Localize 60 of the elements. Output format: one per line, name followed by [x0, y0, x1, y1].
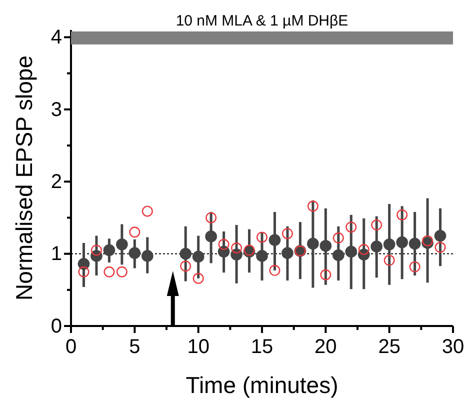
- point: [434, 242, 446, 253]
- point: [268, 234, 281, 246]
- x-tick-label: 5: [129, 336, 140, 358]
- point: [345, 246, 358, 258]
- point: [180, 248, 192, 260]
- point: [205, 230, 217, 242]
- x-tick-label: 15: [250, 336, 274, 358]
- x-tick-label: 10: [187, 336, 210, 358]
- y-tick-label: 1: [50, 243, 62, 266]
- point: [320, 269, 332, 280]
- band-label: 10 nM MLA & 1 µM DHβE: [176, 12, 348, 30]
- point: [307, 238, 319, 250]
- y-tick-label: 0: [50, 315, 62, 338]
- x-tick-label: 20: [314, 336, 337, 358]
- point: [206, 212, 217, 224]
- point: [269, 264, 280, 276]
- x-tick-label: 25: [378, 336, 400, 358]
- y-tick-label: 4: [50, 26, 62, 49]
- y-axis-title: Normalised EPSP slope: [11, 55, 37, 301]
- point: [104, 266, 115, 278]
- point: [396, 209, 408, 220]
- point: [320, 240, 332, 252]
- point: [90, 244, 102, 256]
- point: [370, 240, 383, 252]
- point: [116, 238, 128, 250]
- point: [422, 235, 434, 246]
- point: [282, 228, 293, 240]
- point: [129, 226, 140, 238]
- point: [192, 250, 204, 263]
- point: [141, 250, 154, 262]
- point: [282, 247, 294, 259]
- y-tick-label: 3: [50, 98, 62, 121]
- point: [218, 238, 230, 250]
- y-tick-label: 2: [50, 171, 62, 194]
- point: [383, 238, 396, 250]
- point: [256, 232, 268, 243]
- point: [142, 206, 153, 217]
- point: [78, 258, 90, 270]
- point: [409, 261, 420, 272]
- x-tick-label: 30: [442, 336, 464, 358]
- point: [116, 266, 128, 278]
- point: [396, 236, 408, 248]
- point: [408, 238, 421, 250]
- point: [358, 244, 370, 255]
- point: [231, 242, 242, 254]
- point: [192, 272, 204, 284]
- point: [332, 232, 344, 244]
- point: [180, 260, 192, 272]
- point: [103, 244, 116, 256]
- point: [346, 222, 357, 233]
- point: [434, 230, 446, 242]
- x-axis-title: Time (minutes): [186, 372, 338, 398]
- point: [332, 249, 344, 262]
- point: [371, 219, 382, 230]
- x-tick-label: 0: [65, 336, 77, 358]
- point: [384, 254, 395, 266]
- point: [307, 200, 318, 212]
- point: [128, 247, 141, 259]
- point: [78, 266, 90, 278]
- point: [256, 250, 268, 262]
